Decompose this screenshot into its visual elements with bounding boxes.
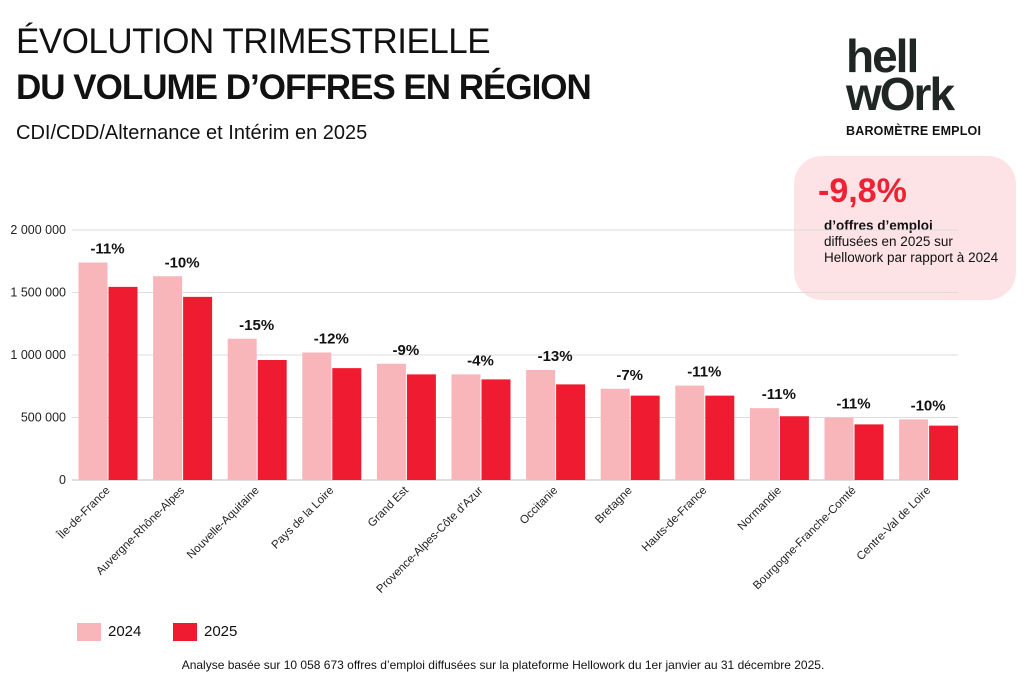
y-tick-label: 500 000 — [21, 411, 66, 425]
change-annotation: -11% — [836, 396, 870, 413]
chart-subtitle: CDI/CDD/Alternance et Intérim en 2025 — [16, 122, 368, 144]
bar-2024 — [302, 352, 332, 480]
legend-label-2024: 2024 — [108, 623, 142, 640]
y-tick-label: 0 — [59, 473, 66, 487]
y-tick-label: 1 000 000 — [10, 348, 66, 362]
bar-2024 — [376, 363, 406, 480]
callout-bold-text: d’offres d’emploi — [824, 218, 933, 233]
bar-2025 — [257, 360, 287, 480]
bars-layer — [78, 262, 959, 480]
grid-layer — [72, 229, 958, 481]
bar-2025 — [854, 424, 884, 480]
logo-line2: wOrk — [846, 67, 955, 120]
change-annotation: -11% — [762, 386, 796, 403]
chart-title-line2: DU VOLUME D’OFFRES EN RÉGION — [16, 68, 592, 107]
bar-2025 — [332, 368, 362, 480]
bar-2024 — [600, 388, 630, 480]
change-annotation: -10% — [165, 254, 200, 271]
change-annotation: -12% — [314, 331, 349, 348]
change-annotation: -7% — [616, 367, 643, 384]
bar-2025 — [108, 286, 138, 480]
summary-callout: -9,8% d’offres d’emploi diffusées en 202… — [794, 156, 1016, 300]
change-annotation: -10% — [911, 397, 946, 414]
bar-2025 — [779, 416, 809, 480]
legend-swatch-2025 — [173, 623, 197, 641]
category-label: Normandie — [736, 485, 784, 533]
change-annotation: -11% — [90, 241, 124, 258]
legend-label-2025: 2025 — [204, 623, 238, 640]
bar-2024 — [227, 338, 257, 480]
category-label: Nouvelle-Aquitaine — [185, 485, 262, 562]
category-label: Bretagne — [593, 485, 634, 526]
bar-2025 — [406, 374, 436, 480]
category-label: Grand Est — [366, 484, 412, 530]
change-annotation: -15% — [239, 317, 274, 334]
change-annotation: -4% — [467, 352, 494, 369]
bar-2025 — [630, 395, 660, 480]
category-label: Île-de-France — [54, 484, 112, 542]
bar-2024 — [153, 276, 183, 480]
callout-text-block: d’offres d’emploi diffusées en 2025 sur … — [824, 218, 1004, 266]
callout-text: diffusées en 2025 sur Hellowork par rapp… — [824, 233, 999, 265]
category-label: Hauts-de-France — [640, 485, 710, 555]
change-annotation: -9% — [393, 342, 420, 359]
change-annotation: -13% — [538, 348, 573, 365]
chart-title-line1: ÉVOLUTION TRIMESTRIELLE — [16, 22, 491, 61]
footnote: Analyse basée sur 10 058 673 offres d’em… — [181, 658, 825, 672]
bar-2024 — [78, 262, 108, 480]
bar-2025 — [183, 296, 213, 480]
legend-swatch-2024 — [77, 623, 101, 641]
y-tick-label: 1 500 000 — [10, 286, 66, 300]
bar-2024 — [675, 385, 705, 480]
bar-2024 — [899, 419, 929, 480]
category-label: Centre-Val de Loire — [855, 485, 933, 563]
hellowork-logo: hell wOrk — [846, 30, 996, 120]
logo-tagline: BAROMÈTRE EMPLOI — [846, 124, 982, 138]
bar-2025 — [481, 379, 511, 480]
category-label: Occitanie — [518, 485, 560, 527]
category-label: Pays de la Loire — [270, 485, 337, 552]
bar-2025 — [556, 384, 586, 480]
bar-2024 — [824, 417, 854, 480]
bar-2024 — [451, 374, 481, 480]
bar-2025 — [705, 395, 735, 480]
category-label: Auvergne-Rhône-Alpes — [94, 484, 187, 577]
change-annotation: -11% — [687, 364, 721, 381]
bar-2024 — [526, 370, 556, 480]
bar-2025 — [929, 425, 959, 480]
y-tick-label: 2 000 000 — [10, 223, 66, 237]
callout-value: -9,8% — [818, 172, 907, 210]
logo-line1: hell — [846, 30, 919, 82]
bar-2024 — [749, 408, 779, 480]
